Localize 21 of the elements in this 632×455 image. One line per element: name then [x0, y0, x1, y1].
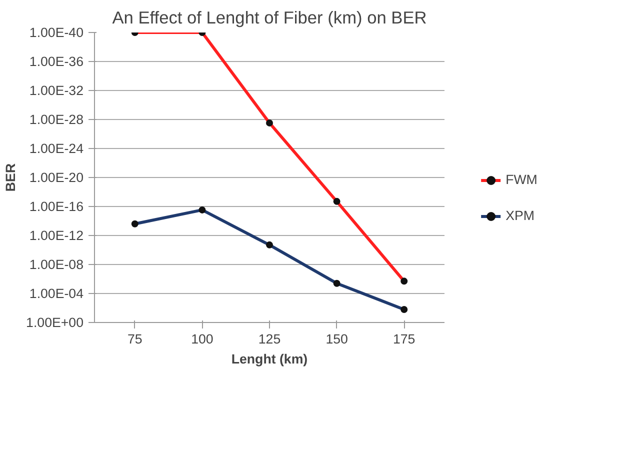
- y-tick-label: 1.00E-28: [29, 112, 84, 127]
- y-tick-label: 1.00E-08: [29, 257, 84, 272]
- x-tick-label: 175: [392, 332, 416, 346]
- x-axis-title: Lenght (km): [231, 352, 308, 366]
- y-tick-label: 1.00E-40: [29, 25, 84, 40]
- y-tick-label: 1.00E+00: [26, 315, 84, 330]
- x-tick-label: 100: [191, 332, 214, 346]
- y-axis-title: BER: [3, 163, 18, 192]
- y-tick-label: 1.00E-32: [29, 83, 84, 98]
- y-tick-label: 1.00E-04: [29, 286, 84, 301]
- legend-label: FWM: [506, 172, 538, 187]
- y-tick-label: 1.00E-12: [29, 228, 84, 243]
- y-tick-label: 1.00E-16: [29, 199, 84, 214]
- x-tick-label: 75: [127, 332, 142, 346]
- y-tick-label: 1.00E-20: [29, 170, 84, 185]
- x-tick-label: 150: [326, 332, 348, 346]
- y-tick-label: 1.00E-24: [29, 141, 84, 156]
- y-tick-label: 1.00E-36: [29, 54, 84, 69]
- x-tick-label: 125: [258, 332, 281, 346]
- chart-title: An Effect of Lenght of Fiber (km) on BER: [112, 8, 427, 28]
- legend-label: XPM: [506, 208, 534, 223]
